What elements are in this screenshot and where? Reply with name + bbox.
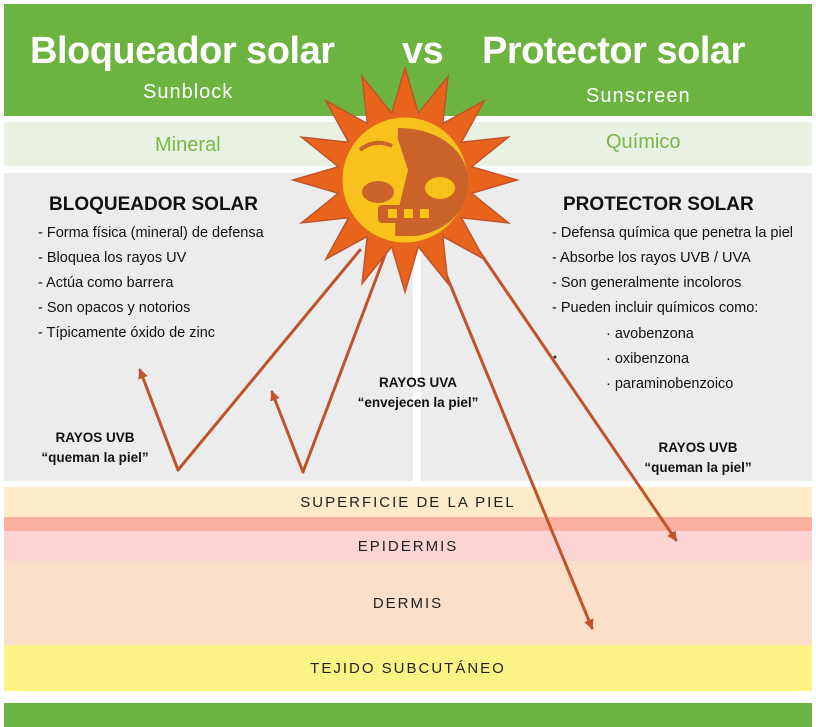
- list-item: · avobenzona: [606, 326, 694, 342]
- list-item: · paraminobenzoico: [606, 376, 734, 392]
- list-item: - Son generalmente incoloros: [552, 275, 742, 291]
- uvb-penetrating-arrow: [468, 236, 678, 542]
- skin-surface-layer: SUPERFICIE DE LA PIEL: [4, 487, 812, 517]
- uvb-right-name: RAYOS UVB: [658, 440, 738, 455]
- uvb-left-label: RAYOS UVB “queman la piel”: [30, 428, 160, 468]
- skin-surface-line: [4, 517, 812, 531]
- uvb-left-reflected-arrow: [138, 368, 180, 472]
- uvb-right-label: RAYOS UVB “queman la piel”: [630, 438, 766, 478]
- dermis-layer: DERMIS: [4, 561, 812, 645]
- uvb-left-effect: “queman la piel”: [41, 450, 149, 465]
- sunblock-panel-title: BLOQUEADOR SOLAR: [49, 194, 258, 215]
- list-item: - Forma física (mineral) de defensa: [38, 225, 264, 241]
- sun-tooth: [420, 209, 429, 218]
- vs-label: vs: [402, 30, 444, 72]
- chemical-list: · avobenzona · oxibenzona · paraminobenz…: [606, 322, 733, 397]
- list-item: - Absorbe los rayos UVB / UVA: [552, 250, 751, 266]
- uva-penetrating-arrow: [436, 253, 594, 630]
- sun-tooth: [404, 209, 413, 218]
- sunblock-features: - Forma física (mineral) de defensa - Bl…: [38, 221, 264, 346]
- subcutaneous-layer: TEJIDO SUBCUTÁNEO: [4, 645, 812, 691]
- uvb-left-name: RAYOS UVB: [55, 430, 135, 445]
- uvb-left-incoming-arrow: [176, 248, 362, 472]
- subcutaneous-label: TEJIDO SUBCUTÁNEO: [310, 659, 506, 677]
- sun-left-eye: [362, 181, 394, 203]
- list-item: - Defensa química que penetra la piel: [552, 225, 794, 241]
- epidermis-layer: EPIDERMIS: [4, 531, 812, 561]
- sunscreen-panel-title: PROTECTOR SOLAR: [563, 194, 754, 215]
- sun-icon: [290, 65, 520, 295]
- uva-incoming-arrow: [301, 253, 387, 474]
- footer-bar: [4, 703, 812, 727]
- sunblock-subtitle: Sunblock: [143, 81, 234, 103]
- sunscreen-panel: [421, 173, 812, 481]
- chemical-label: Químico: [606, 131, 681, 153]
- list-item: - Típicamente óxido de zinc: [38, 325, 216, 341]
- uva-label: RAYOS UVA “envejecen la piel”: [338, 373, 498, 413]
- uva-name: RAYOS UVA: [378, 375, 458, 390]
- list-item: - Actúa como barrera: [38, 275, 174, 291]
- dermis-label: DERMIS: [372, 594, 444, 612]
- dot-mark: [553, 355, 557, 359]
- sunscreen-subtitle: Sunscreen: [586, 85, 691, 107]
- list-item: - Son opacos y notorios: [38, 300, 191, 316]
- sunscreen-title: Protector solar: [482, 30, 745, 72]
- skin-surface-label: SUPERFICIE DE LA PIEL: [300, 493, 516, 511]
- list-item: - Pueden incluir químicos como:: [552, 300, 759, 316]
- sun-brow: [358, 140, 393, 152]
- sun-right-eye: [425, 177, 455, 199]
- mineral-label: Mineral: [155, 134, 221, 156]
- sun-tooth: [388, 209, 397, 218]
- uva-reflected-arrow: [270, 390, 305, 474]
- list-item: - Bloquea los rayos UV: [38, 250, 187, 266]
- uva-effect: “envejecen la piel”: [357, 395, 479, 410]
- uvb-right-effect: “queman la piel”: [644, 460, 752, 475]
- list-item: · oxibenzona: [606, 351, 690, 367]
- sunscreen-features: - Defensa química que penetra la piel - …: [552, 221, 793, 321]
- epidermis-label: EPIDERMIS: [357, 537, 459, 555]
- sunblock-title: Bloqueador solar: [30, 30, 335, 72]
